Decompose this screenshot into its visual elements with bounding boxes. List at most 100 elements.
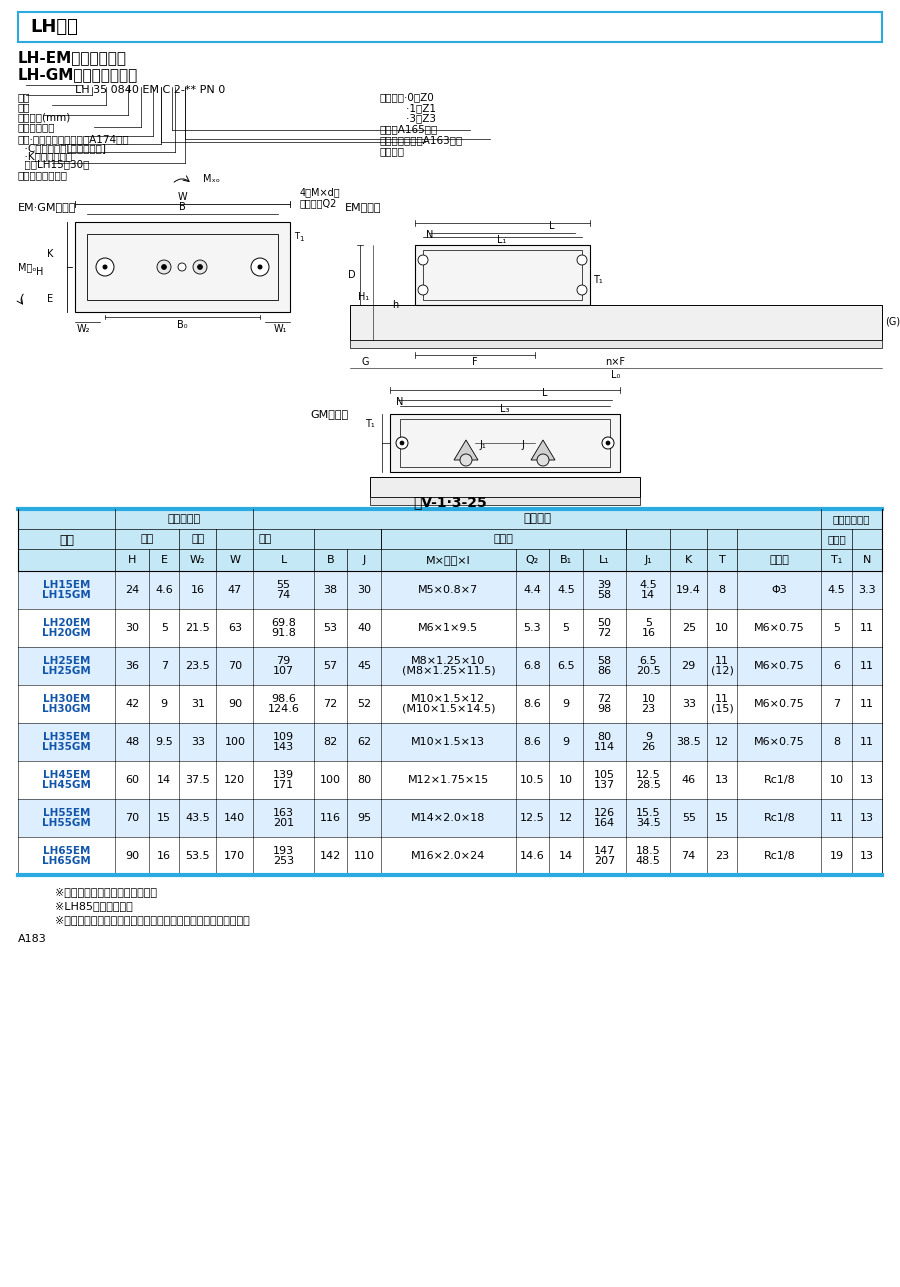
Text: 30: 30 [357, 586, 372, 595]
Text: 201: 201 [273, 817, 294, 828]
Text: ·3：Z3: ·3：Z3 [380, 113, 436, 124]
Bar [75, 221, 290, 311]
Text: LH35EM: LH35EM [43, 732, 90, 743]
Text: 14: 14 [559, 851, 573, 861]
Text: ·K：不锈钙材料: ·K：不锈钙材料 [18, 151, 72, 161]
Text: 13: 13 [860, 813, 874, 822]
Text: GM侧视图: GM侧视图 [310, 409, 348, 420]
Bar [415, 245, 590, 305]
Text: 80: 80 [357, 775, 372, 785]
Circle shape [96, 257, 114, 275]
Text: Φ3: Φ3 [771, 586, 788, 595]
Text: 11: 11 [860, 699, 874, 709]
Circle shape [103, 265, 107, 269]
Text: L₁: L₁ [498, 236, 507, 245]
Text: 8.6: 8.6 [524, 699, 541, 709]
Text: 193: 193 [273, 847, 294, 857]
Text: M5×0.8×7: M5×0.8×7 [418, 586, 479, 595]
Text: LH20GM: LH20GM [42, 628, 91, 637]
Text: 53.5: 53.5 [185, 851, 211, 861]
Text: 20.5: 20.5 [636, 665, 661, 676]
Text: A183: A183 [18, 934, 47, 943]
Text: 74: 74 [276, 589, 291, 600]
Text: 82: 82 [323, 737, 338, 746]
Text: 10: 10 [716, 623, 729, 633]
Text: 10: 10 [642, 695, 655, 704]
Text: 安装孔: 安装孔 [827, 534, 846, 544]
Text: 14: 14 [158, 775, 171, 785]
Text: LH15EM: LH15EM [43, 580, 90, 591]
Text: 60: 60 [125, 775, 140, 785]
Text: W: W [177, 192, 187, 202]
Text: 5.3: 5.3 [524, 623, 541, 633]
Text: 5: 5 [161, 623, 167, 633]
Circle shape [178, 263, 186, 272]
Text: 宽度: 宽度 [191, 534, 204, 544]
Text: T: T [294, 232, 299, 241]
Text: 24: 24 [125, 586, 140, 595]
Text: 4.4: 4.4 [524, 586, 541, 595]
Circle shape [577, 284, 587, 295]
Text: J₁: J₁ [644, 555, 652, 565]
Text: 100: 100 [224, 737, 246, 746]
Text: 19.4: 19.4 [676, 586, 701, 595]
Text: G: G [361, 356, 369, 367]
Text: 79: 79 [276, 656, 291, 667]
Circle shape [577, 255, 587, 265]
Text: K: K [685, 555, 692, 565]
Text: 137: 137 [594, 780, 616, 789]
Circle shape [197, 265, 202, 269]
Polygon shape [454, 440, 478, 459]
Text: 6.8: 6.8 [524, 662, 541, 671]
Text: J: J [522, 440, 525, 450]
Text: M6×0.75: M6×0.75 [754, 699, 805, 709]
Text: T: T [719, 555, 725, 565]
Circle shape [161, 265, 166, 269]
Bar [390, 414, 620, 472]
Text: 43.5: 43.5 [185, 813, 211, 822]
Text: 95: 95 [357, 813, 372, 822]
Text: LH45GM: LH45GM [42, 780, 91, 789]
Text: N: N [863, 555, 871, 565]
Text: 设计编号: 设计编号 [380, 145, 405, 156]
Text: 33: 33 [681, 699, 696, 709]
Text: 52: 52 [357, 699, 372, 709]
Text: 70: 70 [125, 813, 140, 822]
Text: 207: 207 [594, 856, 616, 865]
Text: 8: 8 [719, 586, 726, 595]
Text: M6×0.75: M6×0.75 [754, 737, 805, 746]
Text: 109: 109 [273, 732, 294, 743]
Text: 40: 40 [357, 623, 372, 633]
Text: 98: 98 [598, 704, 612, 713]
Text: 材料·表面处理符号（参阅A174页）: 材料·表面处理符号（参阅A174页） [18, 134, 130, 144]
Text: 53: 53 [324, 623, 338, 633]
Text: (12): (12) [711, 665, 733, 676]
Text: T₁: T₁ [365, 420, 374, 429]
Text: 50: 50 [598, 619, 612, 628]
Text: ·1：Z1: ·1：Z1 [380, 103, 436, 113]
Text: 126: 126 [594, 808, 616, 819]
Bar [423, 250, 582, 300]
Polygon shape [531, 440, 555, 459]
Text: 21.5: 21.5 [185, 623, 211, 633]
Text: 10: 10 [830, 775, 843, 785]
Text: （参阅A165页）: （参阅A165页） [380, 124, 438, 134]
Text: 72: 72 [323, 699, 338, 709]
Bar [350, 340, 882, 347]
Bar [18, 647, 882, 685]
Circle shape [193, 260, 207, 274]
Text: 8: 8 [833, 737, 841, 746]
Text: 12.5: 12.5 [520, 813, 544, 822]
Text: 14.6: 14.6 [520, 851, 544, 861]
Text: W₂: W₂ [76, 324, 90, 335]
Text: 单根轨道的滑块数: 单根轨道的滑块数 [18, 170, 68, 180]
Text: 143: 143 [273, 741, 294, 752]
Text: 4.6: 4.6 [156, 586, 173, 595]
Circle shape [157, 260, 171, 274]
Text: 30: 30 [125, 623, 140, 633]
Text: 14: 14 [642, 589, 655, 600]
Circle shape [606, 441, 610, 445]
Text: 底孔直径Q2: 底孔直径Q2 [300, 198, 338, 208]
Text: 124.6: 124.6 [267, 704, 300, 713]
Text: LH35GM: LH35GM [42, 741, 91, 752]
